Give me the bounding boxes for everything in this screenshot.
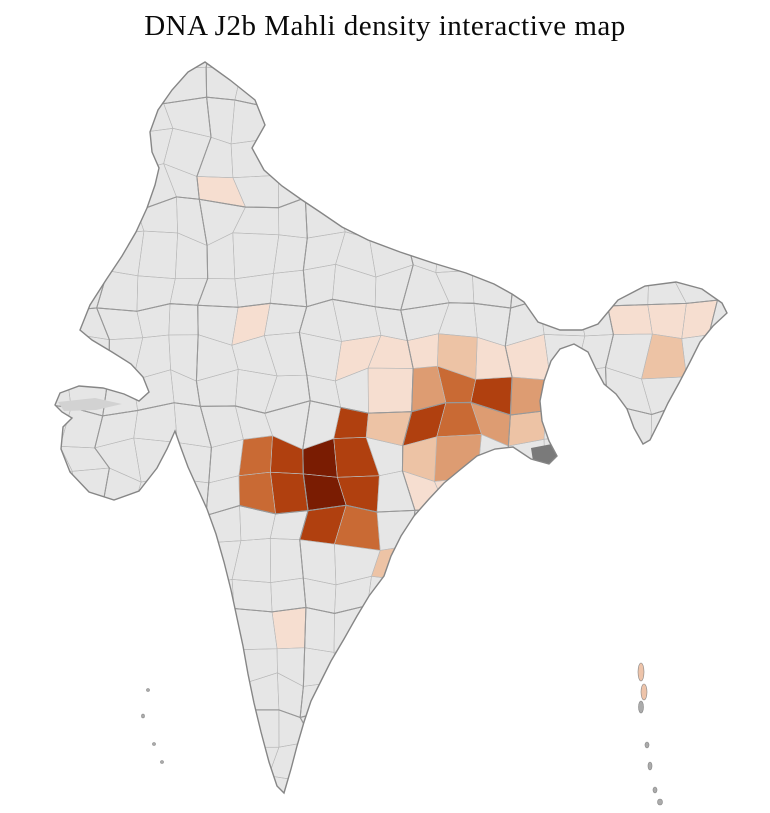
district-cell-low[interactable] (437, 333, 478, 380)
island (160, 760, 164, 764)
district-cell-very_low[interactable] (335, 335, 381, 381)
district-cell-low[interactable] (508, 410, 546, 446)
district-cell-very_low[interactable] (407, 333, 439, 369)
district-cell-very_low[interactable] (475, 337, 513, 380)
rann-of-kutch-patch (58, 398, 122, 411)
district-cell-high[interactable] (299, 505, 347, 545)
district-cell-high[interactable] (270, 472, 309, 514)
island (647, 761, 653, 771)
district-cell-low[interactable] (366, 411, 412, 446)
district-cell-very_high[interactable] (302, 438, 338, 478)
island (640, 683, 648, 701)
district-cell-very_low[interactable] (647, 303, 687, 339)
district-cell-very_low[interactable] (545, 371, 582, 416)
district-cell-very_low[interactable] (607, 304, 653, 335)
district-cell-medium[interactable] (238, 472, 276, 514)
island (141, 713, 145, 719)
district-cell-very_low[interactable] (368, 368, 414, 414)
page-title: DNA J2b Mahli density interactive map (144, 10, 626, 42)
district-cell-high[interactable] (270, 435, 304, 474)
district-cell-very_low[interactable] (196, 176, 246, 208)
district-cell-medium[interactable] (437, 366, 476, 403)
district-cell-high[interactable] (337, 475, 380, 513)
island (638, 700, 644, 714)
district-cell-very_low[interactable] (231, 303, 271, 346)
india-outline (54, 61, 728, 795)
district-cell-very_high[interactable] (303, 473, 347, 511)
district-cell-very_low[interactable] (368, 335, 414, 369)
district-cell-medium[interactable] (436, 402, 482, 437)
district-cell-medium_low[interactable] (470, 402, 511, 446)
district-cell-very_low[interactable] (272, 607, 306, 649)
district-cell-medium[interactable] (334, 505, 381, 551)
district-cell-low[interactable] (402, 436, 437, 482)
island (152, 742, 156, 746)
island (146, 688, 150, 692)
district-cell-very_low[interactable] (505, 334, 551, 381)
district-cell-high[interactable] (333, 407, 369, 439)
island (644, 741, 650, 749)
district-cell-high[interactable] (333, 437, 380, 478)
district-cell-medium_low[interactable] (510, 377, 551, 415)
district-cell-very_low[interactable] (681, 300, 718, 339)
district-cell-medium_low[interactable] (411, 366, 446, 412)
island (657, 798, 663, 806)
district-cell-high[interactable] (402, 402, 446, 446)
district-cell-low[interactable] (641, 334, 687, 379)
district-cell-very_low[interactable] (434, 477, 482, 509)
district-cell-medium[interactable] (238, 435, 273, 476)
island (652, 786, 658, 794)
island (637, 662, 645, 682)
